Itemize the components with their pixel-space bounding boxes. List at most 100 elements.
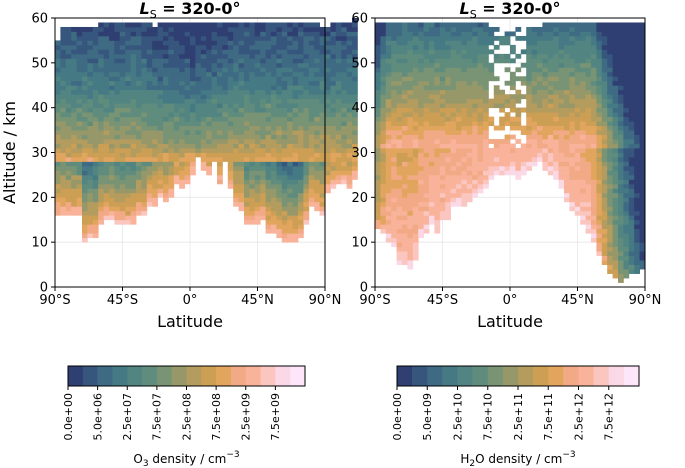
heatmap-cell [244, 31, 250, 37]
heatmap-cell [483, 170, 489, 176]
heatmap-cell [607, 53, 613, 59]
heatmap-cell [423, 215, 430, 221]
heatmap-cell [558, 35, 565, 41]
heatmap-cell [206, 103, 212, 109]
heatmap-cell [423, 192, 430, 198]
heatmap-cell [434, 98, 441, 104]
heatmap-cell [510, 125, 516, 131]
heatmap-cell [639, 107, 646, 113]
heatmap-cell [412, 206, 419, 212]
heatmap-cell [623, 192, 630, 198]
heatmap-cell [341, 67, 347, 73]
heatmap-cell [152, 116, 158, 122]
heatmap-cell [281, 156, 288, 162]
heatmap-cell [265, 103, 272, 109]
heatmap-cell [412, 210, 419, 216]
heatmap-cell [330, 85, 337, 91]
heatmap-cell [141, 179, 148, 185]
heatmap-cell [119, 156, 126, 162]
heatmap-cell [136, 165, 142, 171]
heatmap-cell [227, 143, 234, 149]
heatmap-cell [227, 165, 234, 171]
heatmap-cell [141, 53, 148, 59]
heatmap-cell [265, 26, 272, 32]
heatmap-cell [287, 161, 293, 167]
heatmap-cell [591, 143, 597, 149]
heatmap-cell [233, 98, 239, 104]
colorbar-swatch [290, 366, 306, 386]
heatmap-cell [402, 228, 408, 234]
heatmap-cell [564, 35, 570, 41]
heatmap-cell [391, 40, 397, 46]
heatmap-cell [526, 58, 532, 64]
heatmap-cell [407, 192, 414, 198]
heatmap-cell [537, 98, 543, 104]
heatmap-cell [623, 161, 630, 167]
heatmap-cell [472, 125, 478, 131]
heatmap-cell [114, 174, 121, 180]
heatmap-cell [569, 107, 576, 113]
heatmap-cell [612, 94, 619, 100]
heatmap-cell [510, 76, 516, 82]
heatmap-cell [325, 121, 331, 126]
heatmap-cell [380, 40, 387, 46]
heatmap-cell [244, 197, 250, 203]
heatmap-cell [483, 85, 489, 91]
heatmap-cell [466, 58, 473, 64]
heatmap-cell [109, 174, 115, 180]
heatmap-cell [276, 183, 283, 189]
heatmap-cell [396, 156, 403, 162]
heatmap-cell [623, 215, 630, 221]
heatmap-cell [71, 139, 77, 144]
heatmap-cell [515, 152, 522, 158]
heatmap-cell [141, 165, 148, 171]
heatmap-cell [319, 121, 326, 126]
heatmap-cell [146, 179, 153, 185]
heatmap-cell [190, 89, 196, 95]
heatmap-cell [618, 143, 624, 149]
heatmap-cell [564, 125, 570, 131]
heatmap-cell [596, 188, 603, 194]
heatmap-cell [136, 62, 142, 68]
heatmap-cell [260, 210, 266, 216]
heatmap-cell [407, 58, 414, 64]
heatmap-cell [330, 179, 337, 185]
heatmap-cell [281, 94, 288, 100]
heatmap-cell [163, 44, 169, 50]
heatmap-cell [402, 183, 408, 189]
heatmap-cell [92, 215, 99, 221]
heatmap-cell [60, 192, 67, 198]
heatmap-cell [553, 112, 559, 118]
heatmap-cell [407, 165, 414, 171]
heatmap-cell [287, 170, 293, 176]
colorbar-swatch [608, 366, 625, 386]
heatmap-cell [352, 165, 358, 171]
heatmap-cell [612, 197, 619, 203]
heatmap-cell [477, 80, 484, 86]
heatmap-cell [628, 71, 635, 77]
heatmap-cell [92, 183, 99, 189]
heatmap-cell [450, 94, 457, 100]
heatmap-cell [325, 35, 331, 41]
heatmap-cell [634, 26, 640, 32]
heatmap-cell [200, 130, 207, 135]
heatmap-cell [385, 116, 392, 122]
heatmap-cell [238, 67, 245, 73]
heatmap-cell [298, 174, 304, 180]
heatmap-cell [222, 26, 229, 32]
heatmap-cell [114, 89, 121, 95]
heatmap-cell [206, 49, 212, 55]
heatmap-cell [601, 152, 608, 158]
heatmap-cell [483, 31, 489, 37]
heatmap-cell [103, 130, 110, 135]
heatmap-cell [222, 98, 229, 104]
heatmap-cell [227, 22, 234, 28]
heatmap-cell [217, 112, 223, 118]
heatmap-cell [531, 89, 538, 95]
heatmap-cell [330, 130, 337, 135]
heatmap-cell [60, 94, 67, 100]
heatmap-cell [314, 44, 320, 50]
heatmap-cell [206, 98, 212, 104]
heatmap-cell [303, 188, 310, 194]
heatmap-cell [103, 143, 110, 149]
